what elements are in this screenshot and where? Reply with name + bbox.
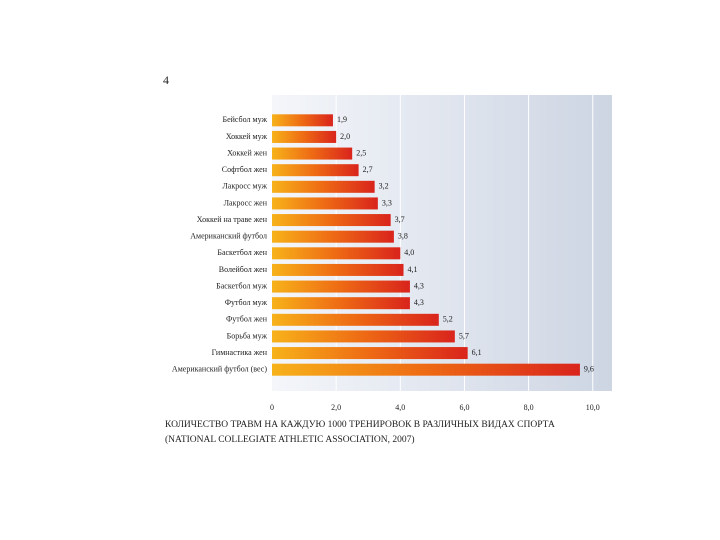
bar — [272, 363, 580, 376]
bar — [272, 330, 455, 343]
y-tick-label: Баскетбол жен — [217, 248, 267, 257]
bar — [272, 230, 394, 243]
y-tick-label: Хоккей муж — [226, 132, 268, 141]
bar — [272, 164, 359, 177]
bar — [272, 180, 375, 193]
y-tick-label: Бейсбол муж — [222, 115, 267, 124]
bar — [272, 280, 410, 293]
value-label: 4,1 — [408, 265, 418, 274]
bar — [272, 247, 401, 260]
bar — [272, 263, 404, 276]
caption: (NATIONAL COLLEGIATE ATHLETIC ASSOCIATIO… — [165, 434, 415, 445]
bar — [272, 197, 378, 210]
value-label: 2,5 — [356, 148, 366, 157]
x-tick-label: 4,0 — [395, 403, 405, 412]
value-label: 5,7 — [459, 331, 469, 340]
y-tick-label: Борьба муж — [227, 331, 268, 340]
x-tick-label: 10,0 — [586, 403, 600, 412]
value-label: 6,1 — [472, 348, 482, 357]
value-label: 3,3 — [382, 198, 392, 207]
bar — [272, 130, 337, 143]
bar — [272, 214, 391, 227]
caption: КОЛИЧЕСТВО ТРАВМ НА КАЖДУЮ 1000 ТРЕНИРОВ… — [165, 420, 555, 430]
bar — [272, 147, 353, 160]
value-label: 4,3 — [414, 298, 424, 307]
y-tick-label: Волейбол жен — [219, 265, 268, 274]
value-label: 5,2 — [443, 315, 453, 324]
y-tick-label: Футбол жен — [226, 315, 268, 324]
y-tick-label: Футбол муж — [225, 298, 268, 307]
x-tick-label: 0 — [270, 403, 274, 412]
bar — [272, 347, 468, 360]
y-tick-label: Хоккей жен — [227, 148, 268, 157]
y-tick-label: Хоккей на траве жен — [197, 215, 268, 224]
value-label: 2,7 — [363, 165, 373, 174]
y-tick-label: Софтбол жен — [222, 165, 268, 174]
bar — [272, 297, 410, 310]
y-tick-label: Лакросс жен — [224, 198, 268, 207]
bar — [272, 313, 439, 326]
x-tick-label: 8,0 — [524, 403, 534, 412]
y-tick-label: Лакросс муж — [222, 182, 267, 191]
value-label: 3,7 — [395, 215, 405, 224]
value-label: 3,2 — [379, 182, 389, 191]
y-tick-label: Американский футбол — [190, 232, 267, 241]
chart-title: 4 — [163, 73, 169, 87]
value-label: 1,9 — [337, 115, 347, 124]
bar — [272, 114, 333, 127]
value-label: 4,0 — [404, 248, 414, 257]
x-tick-label: 6,0 — [459, 403, 469, 412]
value-label: 2,0 — [340, 132, 350, 141]
value-label: 4,3 — [414, 281, 424, 290]
value-label: 3,8 — [398, 232, 408, 241]
y-tick-label: Гимнастика жен — [212, 348, 268, 357]
y-tick-label: Баскетбол муж — [216, 281, 267, 290]
value-label: 9,6 — [584, 365, 594, 374]
y-tick-label: Американский футбол (вес) — [172, 365, 267, 374]
x-tick-label: 2,0 — [331, 403, 341, 412]
